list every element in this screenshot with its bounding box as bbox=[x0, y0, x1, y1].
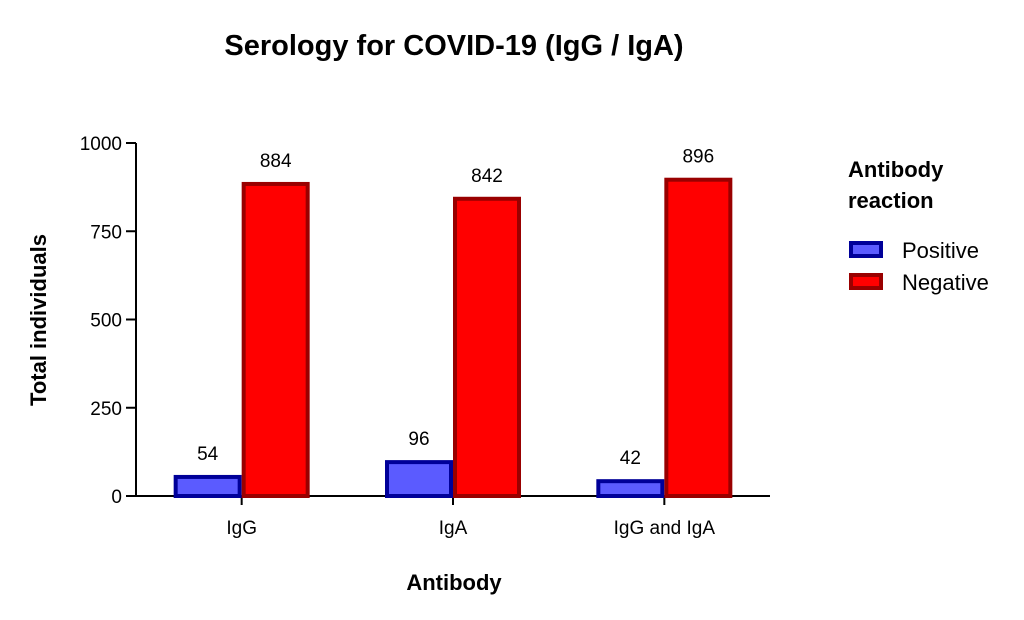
data-label: 896 bbox=[682, 147, 714, 168]
y-tick-label: 750 bbox=[90, 222, 122, 243]
y-tick-label: 1000 bbox=[80, 134, 122, 155]
data-label: 42 bbox=[620, 448, 641, 469]
bar-negative bbox=[453, 196, 521, 499]
bar-negative bbox=[664, 177, 733, 498]
chart-title: Serology for COVID-19 (IgG / IgA) bbox=[224, 30, 683, 62]
bar-positive bbox=[596, 479, 665, 499]
data-label: 842 bbox=[471, 166, 503, 187]
legend-label-positive: Positive bbox=[902, 238, 979, 263]
data-label: 96 bbox=[408, 429, 429, 450]
y-axis-title: Total individuals bbox=[26, 234, 51, 406]
y-tick-label: 250 bbox=[90, 399, 122, 420]
y-tick-label: 0 bbox=[111, 487, 122, 508]
x-tick-label: IgG and IgA bbox=[614, 518, 716, 539]
data-label: 54 bbox=[197, 444, 219, 465]
data-label: 884 bbox=[260, 151, 292, 172]
y-tick-label: 500 bbox=[90, 311, 122, 332]
legend: Antibody reaction Positive Negative bbox=[848, 157, 989, 295]
x-tick-label: IgA bbox=[439, 518, 468, 539]
legend-label-negative: Negative bbox=[902, 270, 989, 295]
plot-area: 0 250 500 750 1000 IgG 54 884 IgA 96 842 IgG and Ig… bbox=[80, 134, 770, 539]
legend-title-line1: Antibody bbox=[848, 157, 944, 182]
bar-positive bbox=[385, 460, 453, 498]
legend-swatch-negative bbox=[849, 273, 883, 290]
legend-title-line2: reaction bbox=[848, 188, 934, 213]
x-axis-title: Antibody bbox=[406, 570, 502, 595]
bar-negative bbox=[241, 181, 310, 498]
bar-positive bbox=[173, 474, 242, 498]
x-tick-label: IgG bbox=[226, 518, 257, 539]
legend-swatch-positive bbox=[849, 241, 883, 258]
